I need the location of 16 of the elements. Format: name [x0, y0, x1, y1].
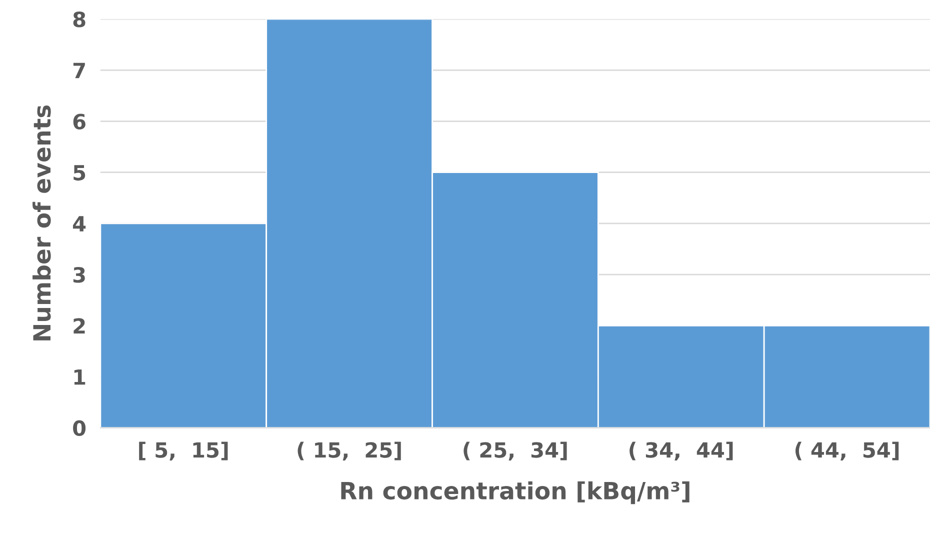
x-tick-label: ( 44, 54]: [795, 442, 899, 461]
y-tick-label: 4: [72, 216, 86, 232]
x-tick-label: ( 34, 44]: [630, 442, 733, 461]
y-tick-label: 3: [73, 266, 85, 283]
y-tick-label: 2: [74, 318, 85, 334]
y-tick-label: 6: [73, 114, 86, 130]
x-tick-label: ( 25, 34]: [464, 442, 567, 461]
y-axis-title: Number of events: [32, 105, 51, 340]
y-tick-label: 8: [73, 12, 86, 28]
y-tick-label: 1: [74, 369, 86, 385]
x-axis-title: Rn concentration [kBq/m³]: [341, 481, 690, 504]
y-tick-label: 5: [74, 165, 86, 181]
y-tick-label: 7: [73, 62, 85, 78]
x-tick-label: ( 15, 25]: [298, 442, 401, 461]
y-tick-label: 0: [73, 420, 86, 436]
x-tick-label: [ 5, 15]: [139, 442, 228, 461]
